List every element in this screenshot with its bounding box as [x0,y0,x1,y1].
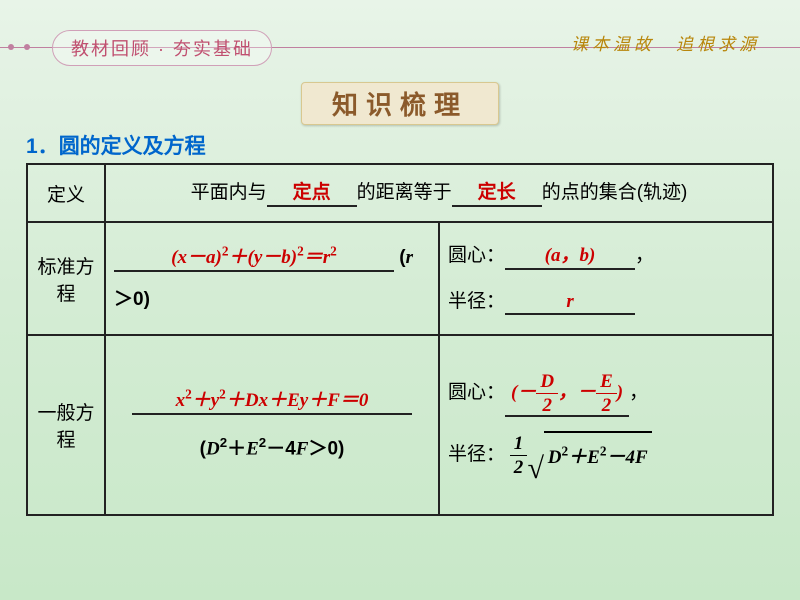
blank-fixed-length: 定长 [452,182,542,207]
general-equation-cell: x2＋y2＋Dx＋Ey＋F＝0 (D2＋E2－4F＞0) [105,335,439,515]
definition-cell: 平面内与定点的距离等于定长的点的集合(轨迹) [105,164,773,222]
blank-standard-eqn: (x－a)2＋(y－b)2＝r2 [114,244,394,272]
general-center-radius: 圆心： (－D2，－E2) ， 半径： 12√D2＋E2－4F [439,335,773,515]
row-general: 一般方程 x2＋y2＋Dx＋Ey＋F＝0 (D2＋E2－4F＞0) 圆心： (－… [27,335,773,515]
section-heading: 1．圆的定义及方程 [26,130,206,160]
blank-general-eqn: x2＋y2＋Dx＋Ey＋F＝0 [132,387,412,415]
blank-radius-r: r [505,291,635,316]
general-condition: (D2＋E2－4F＞0) [114,428,430,470]
title-band-text: 知识梳理 [332,91,468,120]
definition-table: 定义 平面内与定点的距离等于定长的点的集合(轨迹) 标准方程 (x－a)2＋(y… [26,163,774,516]
row-standard: 标准方程 (x－a)2＋(y－b)2＝r2 (r＞0) 圆心：(a，b)， 半径… [27,222,773,335]
standard-equation: (x－a)2＋(y－b)2＝r2 [171,247,337,268]
blank-g-center: (－D2，－E2) [505,372,629,417]
label-standard: 标准方程 [27,222,105,335]
top-right-note: 课本温故 追根求源 [571,30,760,55]
def-post: 的点的集合(轨迹) [542,182,688,203]
section-number: 1． [26,135,59,158]
def-mid: 的距离等于 [357,182,452,203]
standard-center-radius: 圆心：(a，b)， 半径：r [439,222,773,335]
center-label: 圆心： [448,245,505,266]
label-definition: 定义 [27,164,105,222]
section-title: 圆的定义及方程 [59,135,206,158]
general-equation-red: x2＋y2＋Dx＋Ey＋F＝0 [176,390,369,411]
g-radius-label: 半径： [448,444,505,465]
g-radius-value: 12√D2＋E2－4F [505,444,652,465]
radius-label: 半径： [448,291,505,312]
row-definition: 定义 平面内与定点的距离等于定长的点的集合(轨迹) [27,164,773,222]
blank-fixed-point: 定点 [267,182,357,207]
blank-center-ab: (a，b) [505,245,635,270]
def-pre1: 平面内与 [191,182,267,203]
title-band: 知识梳理 [301,82,499,125]
g-center-label: 圆心： [448,382,505,403]
standard-equation-cell: (x－a)2＋(y－b)2＝r2 (r＞0) [105,222,439,335]
label-general: 一般方程 [27,335,105,515]
review-badge: 教材回顾 · 夯实基础 [52,30,272,66]
